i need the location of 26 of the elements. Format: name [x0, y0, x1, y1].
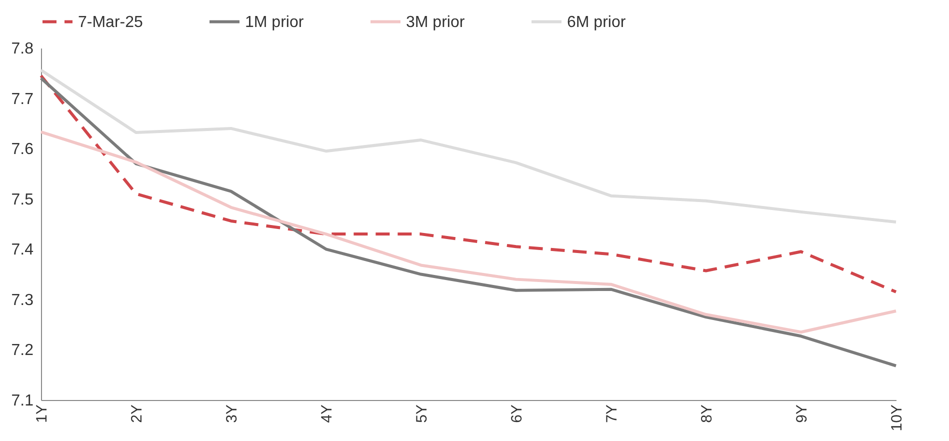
- y-tick-label: 7.7: [11, 90, 34, 108]
- y-tick-label: 7.8: [11, 40, 34, 58]
- x-tick-label: 9Y: [794, 404, 810, 423]
- y-tick-label: 7.6: [11, 141, 34, 158]
- x-tick-label: 7Y: [604, 404, 620, 423]
- x-tick-label: 10Y: [888, 404, 906, 432]
- x-tick-label: 3Y: [224, 404, 240, 423]
- x-tick-label: 5Y: [414, 404, 430, 423]
- legend-label: 3M prior: [406, 14, 466, 31]
- y-tick-label: 7.1: [11, 392, 34, 410]
- legend-label: 7-Mar-25: [78, 14, 144, 31]
- line-series: [40, 130, 898, 334]
- y-tick-label: 7.4: [11, 242, 34, 259]
- y-tick-label: 7.3: [11, 292, 34, 309]
- x-tick-label: 2Y: [128, 404, 146, 423]
- y-tick-label: 7.5: [11, 191, 34, 208]
- x-tick-label: 8Y: [698, 404, 716, 423]
- line-series: [40, 68, 898, 224]
- x-tick-label: 6Y: [508, 404, 526, 423]
- x-tick-label: 1Y: [34, 404, 50, 423]
- x-tick-label: 4Y: [318, 404, 336, 423]
- line-series: [40, 76, 898, 368]
- y-tick-label: 7.2: [11, 342, 34, 360]
- legend-label: 6M prior: [567, 14, 626, 31]
- line-series: [40, 74, 898, 294]
- legend-label: 1M prior: [245, 14, 304, 31]
